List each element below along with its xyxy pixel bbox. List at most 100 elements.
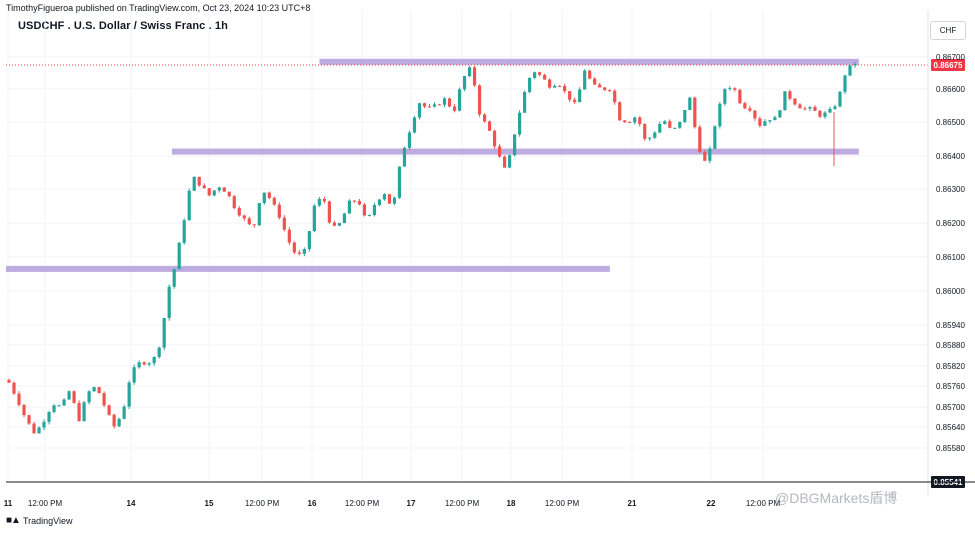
candle-body <box>518 112 522 135</box>
candle-body <box>753 110 757 119</box>
candle-body <box>172 269 176 287</box>
chart-title: USDCHF . U.S. Dollar / Swiss Franc . 1h <box>18 20 228 32</box>
candle-body <box>643 124 647 139</box>
candle-body <box>107 405 111 415</box>
tradingview-brand[interactable]: ■▲ TradingView <box>6 515 72 526</box>
candle-body <box>788 91 792 99</box>
candle-body <box>512 134 517 156</box>
candle-body <box>698 127 702 152</box>
candle-body <box>382 194 387 200</box>
candle-body <box>392 197 397 204</box>
candle-body <box>422 103 427 107</box>
candle-body <box>367 215 372 217</box>
watermark: @DBGMarkets盾博 <box>775 490 898 506</box>
candle-body <box>618 102 622 121</box>
candle-body <box>693 97 697 128</box>
candle-body <box>763 121 767 126</box>
candle-body <box>533 72 537 78</box>
candle-body <box>437 104 442 106</box>
candle-body <box>803 108 807 110</box>
candle-body <box>638 117 642 125</box>
candle-body <box>502 156 507 168</box>
candle-body <box>828 108 832 113</box>
candle-body <box>793 98 797 105</box>
candle-body <box>302 249 306 254</box>
candle-body <box>558 85 562 87</box>
candle-body <box>738 89 742 104</box>
price-tick-label: 0.85880 <box>936 341 965 350</box>
candle-body <box>633 117 637 123</box>
candle-body <box>407 132 412 148</box>
candle-body <box>227 191 231 197</box>
candle-body <box>678 121 682 128</box>
candle-body <box>17 393 21 405</box>
candle-body <box>758 118 762 126</box>
candle-body <box>192 176 196 191</box>
candle-body <box>317 199 321 206</box>
candle-body <box>327 201 331 223</box>
candle-body <box>778 110 782 118</box>
candle-body <box>432 104 437 107</box>
candle-body <box>528 77 532 93</box>
candle-body <box>773 117 777 121</box>
candle-body <box>97 387 101 394</box>
candle-body <box>122 406 126 419</box>
candle-body <box>507 155 512 168</box>
candle-body <box>272 197 276 205</box>
candle-body <box>182 220 186 243</box>
price-tick-label: 0.86300 <box>936 185 965 194</box>
candle-body <box>292 242 296 253</box>
candle-body <box>187 190 191 221</box>
candle-body <box>32 423 36 434</box>
time-tick-label: 12:00 PM <box>445 499 480 508</box>
candle-body <box>347 200 352 214</box>
time-tick-label: 11 <box>4 499 13 508</box>
brand-text: TradingView <box>22 515 73 526</box>
candle-body <box>67 391 71 400</box>
candle-body <box>487 121 492 131</box>
price-tick-label: 0.85700 <box>936 403 965 412</box>
candle-body <box>723 89 727 104</box>
candle-body <box>52 405 56 412</box>
price-tick-label: 0.86600 <box>936 85 965 94</box>
price-tick-label: 0.85820 <box>936 362 965 371</box>
candle-body <box>372 204 377 216</box>
currency-badge[interactable]: CHF <box>930 21 966 40</box>
candle-body <box>42 421 46 428</box>
candle-body <box>743 103 747 109</box>
candle-body <box>427 106 432 108</box>
candle-body <box>162 317 166 348</box>
lower-support-zone <box>6 265 610 272</box>
candle-body <box>718 103 722 127</box>
candle-body <box>257 203 261 226</box>
candle-body <box>232 196 236 209</box>
tradingview-logo-icon: ■▲ <box>6 515 21 526</box>
resistance-zone <box>319 58 859 65</box>
candle-body <box>247 218 251 225</box>
candle-body <box>217 187 221 191</box>
price-tick-label: 0.85640 <box>936 423 965 432</box>
candle-body <box>387 194 392 204</box>
candle-body <box>7 380 11 383</box>
candle-body <box>452 106 457 111</box>
candle-body <box>47 411 51 422</box>
candle-body <box>287 229 291 243</box>
candle-body <box>342 213 346 224</box>
candle-body <box>82 402 86 422</box>
candle-body <box>648 137 652 139</box>
time-tick-label: 17 <box>407 499 416 508</box>
time-tick-label: 12:00 PM <box>28 499 63 508</box>
current-price-label: 0.86675 <box>934 61 963 70</box>
candle-body <box>523 92 527 113</box>
candle-body <box>262 192 266 204</box>
candle-body <box>462 76 467 90</box>
candle-body <box>823 112 827 117</box>
candle-body <box>222 187 226 192</box>
candle-body <box>783 91 787 111</box>
candle-body <box>332 222 336 226</box>
candle-body <box>663 121 667 124</box>
axis-layer: 0.86700 0.86600 0.86500 0.86400 0.86300 0.862… <box>4 10 975 508</box>
candle-body <box>252 224 256 226</box>
